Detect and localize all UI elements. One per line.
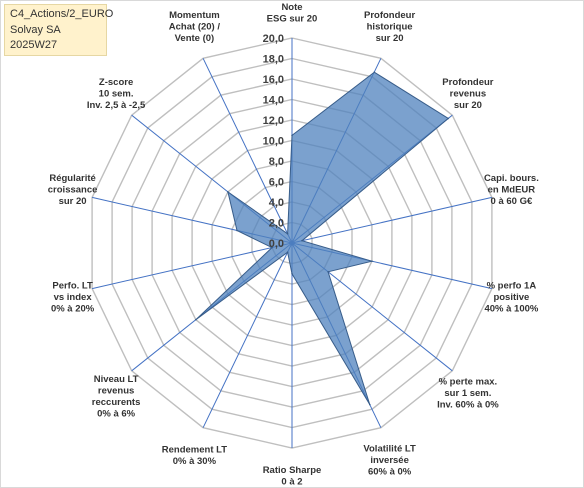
data-point xyxy=(236,229,238,232)
chart-info-box: C4_Actions/2_EURO Solvay SA 2025W27 xyxy=(4,4,114,56)
category-label-line: vs index xyxy=(54,292,93,303)
category-label-line: croissance xyxy=(48,185,98,196)
category-label-line: ESG sur 20 xyxy=(267,14,318,25)
category-label-line: Régularité xyxy=(49,173,95,184)
radial-tick-labels: 0,0 2,0 4,0 6,0 8,0 10,0 12,0 14,0 16,0 18,0 20,0 xyxy=(263,33,284,250)
category-label-line: Profondeur xyxy=(442,77,493,88)
category-label-line: sur 20 xyxy=(454,100,482,111)
category-label-line: 0 à 60 G€ xyxy=(491,196,533,207)
category-label-line: % perte max. xyxy=(439,377,498,388)
category-label-line: inversée xyxy=(370,455,409,466)
radar-spoke xyxy=(202,58,293,244)
data-point xyxy=(373,71,376,73)
category-label-line: revenus xyxy=(98,386,134,397)
info-company: Solvay SA xyxy=(10,23,61,36)
category-label-line: Ratio Sharpe xyxy=(263,465,322,476)
tick-label: 8,0 xyxy=(269,156,284,168)
category-label-line: reccurents xyxy=(92,397,141,408)
radar-series xyxy=(195,71,450,406)
category-label-line: historique xyxy=(367,22,413,33)
tick-label: 16,0 xyxy=(263,74,284,86)
data-point xyxy=(195,318,197,321)
category-label-line: 0% à 30% xyxy=(173,456,217,467)
tick-label: 4,0 xyxy=(269,197,284,209)
tick-label: 18,0 xyxy=(263,54,284,66)
category-label-line: 0% à 6% xyxy=(97,409,136,420)
category-label-line: Niveau LT xyxy=(94,374,139,385)
data-point xyxy=(227,191,229,193)
category-label-line: positive xyxy=(493,292,529,303)
category-label-line: Volatilité LT xyxy=(363,444,416,455)
category-label-line: Momentum xyxy=(169,10,220,21)
category-label-line: Capi. bours. xyxy=(484,173,539,184)
category-label-line: sur 20 xyxy=(59,196,87,207)
category-label-line: Rendement LT xyxy=(162,445,227,456)
category-label-line: revenus xyxy=(450,88,486,99)
radar-spoke xyxy=(291,196,493,244)
category-label-line: Achat (20) / xyxy=(169,22,221,33)
category-label-line: 60% à 0% xyxy=(368,467,412,478)
data-point xyxy=(286,233,289,235)
category-label: % perte max.sur 1 sem.Inv. 60% à 0% xyxy=(437,377,499,411)
category-label-line: sur 1 sem. xyxy=(444,388,491,399)
tick-label: 2,0 xyxy=(269,218,284,230)
data-point xyxy=(291,134,293,137)
radar-spoke xyxy=(91,242,293,290)
category-label-line: 0 à 2 xyxy=(281,477,302,488)
data-point xyxy=(271,246,273,249)
tick-label: 6,0 xyxy=(269,177,284,189)
data-point xyxy=(301,239,303,242)
category-label-line: en MdEUR xyxy=(488,185,536,196)
category-label-line: % perfo 1A xyxy=(487,280,537,291)
category-label-line: Perfo. LT xyxy=(52,280,93,291)
data-point xyxy=(286,251,289,253)
data-point xyxy=(291,273,293,275)
category-label: Rendement LT0% à 30% xyxy=(162,445,227,468)
data-point xyxy=(447,117,450,120)
category-label-line: Inv. 60% à 0% xyxy=(437,400,499,411)
tick-label: 10,0 xyxy=(263,136,284,148)
info-week: 2025W27 xyxy=(10,39,58,51)
tick-label: 14,0 xyxy=(263,95,284,107)
category-label-line: Note xyxy=(281,2,302,13)
category-label-line: 10 sem. xyxy=(99,88,134,99)
tick-label: 12,0 xyxy=(263,115,284,127)
data-point xyxy=(327,271,329,273)
category-label-line: Inv. 2,5 à -2,5 xyxy=(87,100,146,111)
tick-label: 20,0 xyxy=(263,33,284,45)
category-label-line: Z-score xyxy=(99,77,133,88)
data-point xyxy=(371,260,373,263)
radar-spoke xyxy=(202,242,293,428)
category-label-line: Vente (0) xyxy=(175,33,215,44)
category-label-line: sur 20 xyxy=(376,33,404,44)
data-point xyxy=(369,403,371,406)
tick-label: 0,0 xyxy=(269,238,284,250)
info-portfolio: C4_Actions/2_EURO xyxy=(10,8,114,20)
category-label-line: 0% à 20% xyxy=(51,303,95,314)
category-label-line: Profondeur xyxy=(364,10,415,21)
category-label-line: 40% à 100% xyxy=(484,303,538,314)
